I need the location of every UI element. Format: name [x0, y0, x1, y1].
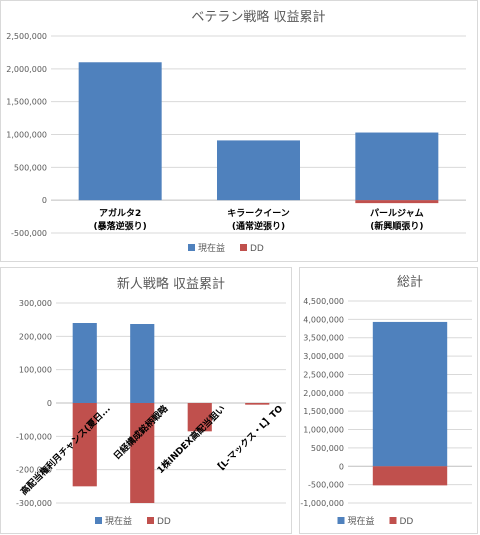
- y-tick-label: -1,000,000: [300, 499, 344, 508]
- y-tick-label: -200,000: [16, 466, 52, 475]
- bar-current: [372, 321, 448, 467]
- chart-title: 新人戦略 収益累計: [117, 276, 225, 292]
- chart-title: ベテラン戦略 収益累計: [191, 9, 325, 25]
- rookie-chart: 新人戦略 収益累計 -300,000 -200,000 -100,000 0 100,00…: [16, 276, 286, 527]
- bar-current: [130, 324, 155, 403]
- legend-swatch-dd: [240, 244, 247, 251]
- y-tick-label: 1,500,000: [303, 407, 344, 416]
- bar-current: [78, 62, 162, 201]
- bar-dd: [245, 403, 270, 405]
- legend-swatch-current: [188, 244, 195, 251]
- y-tick-label: 4,000,000: [303, 315, 344, 324]
- y-tick-label: 2,500,000: [6, 32, 47, 41]
- y-tick-label: 300,000: [19, 299, 52, 308]
- category-label: アガルタ2 (暴落逆張り): [94, 207, 147, 232]
- y-tick-label: 0: [47, 399, 52, 408]
- legend-swatch-current: [95, 517, 102, 524]
- legend-swatch-current: [337, 517, 345, 524]
- y-tick-label: 1,500,000: [6, 98, 47, 107]
- bar-dd: [372, 466, 448, 486]
- bar-dd: [355, 200, 439, 204]
- y-tick-label: 4,500,000: [303, 297, 344, 306]
- y-tick-label: 2,000,000: [303, 389, 344, 398]
- bar-current: [355, 132, 439, 201]
- y-tick-label: -500,000: [308, 481, 344, 490]
- y-tick-label: 0: [42, 196, 47, 205]
- y-tick-label: 2,000,000: [6, 65, 47, 74]
- veteran-chart: ベテラン戦略 収益累計 -500,000 0 500,000 1,000,000 1,50…: [6, 9, 466, 254]
- bar-current: [72, 323, 97, 403]
- y-tick-label: 3,000,000: [303, 352, 344, 361]
- y-tick-label: 500,000: [311, 444, 344, 453]
- y-tick-label: -500,000: [11, 229, 47, 238]
- category-label: 高配当権利月チャンス(夏日...: [18, 403, 113, 498]
- bar-dd: [187, 403, 212, 432]
- y-tick-label: 0: [339, 462, 344, 471]
- y-tick-label: 2,500,000: [303, 370, 344, 379]
- legend-label: 現在益: [348, 515, 375, 527]
- category-label: キラークイーン(通常逆張り): [227, 208, 290, 232]
- total-chart: 総計 -1,000,000 -500,000 0 500,000 1,000,000 1,5…: [300, 274, 472, 527]
- y-tick-label: -100,000: [16, 432, 52, 441]
- legend-label: 現在益: [105, 515, 132, 527]
- y-tick-label: 200,000: [19, 332, 52, 341]
- legend-label: DD: [157, 517, 171, 527]
- total-chart-panel: 総計 -1,000,000 -500,000 0 500,000 1,000,000 1,5…: [299, 267, 478, 534]
- y-tick-label: 100,000: [19, 366, 52, 375]
- y-tick-label: 500,000: [14, 163, 47, 172]
- category-label: パールジャム(新興順張り): [370, 207, 424, 232]
- legend-label: DD: [400, 517, 414, 527]
- y-tick-label: 3,500,000: [303, 334, 344, 343]
- y-tick-label: -300,000: [16, 499, 52, 508]
- bar-dd: [72, 403, 97, 487]
- rookie-chart-panel: 新人戦略 収益累計 -300,000 -200,000 -100,000 0 100,00…: [0, 267, 292, 534]
- y-tick-label: 1,000,000: [6, 131, 47, 140]
- legend-swatch-dd: [147, 517, 154, 524]
- chart-title: 総計: [397, 274, 423, 290]
- bar-current: [217, 140, 300, 201]
- y-tick-label: 1,000,000: [303, 426, 344, 435]
- bar-dd: [130, 403, 155, 503]
- legend-label: DD: [250, 244, 264, 254]
- legend-label: 現在益: [198, 242, 225, 254]
- legend-swatch-dd: [389, 517, 397, 524]
- veteran-chart-panel: ベテラン戦略 収益累計 -500,000 0 500,000 1,000,000 1,50…: [0, 0, 478, 262]
